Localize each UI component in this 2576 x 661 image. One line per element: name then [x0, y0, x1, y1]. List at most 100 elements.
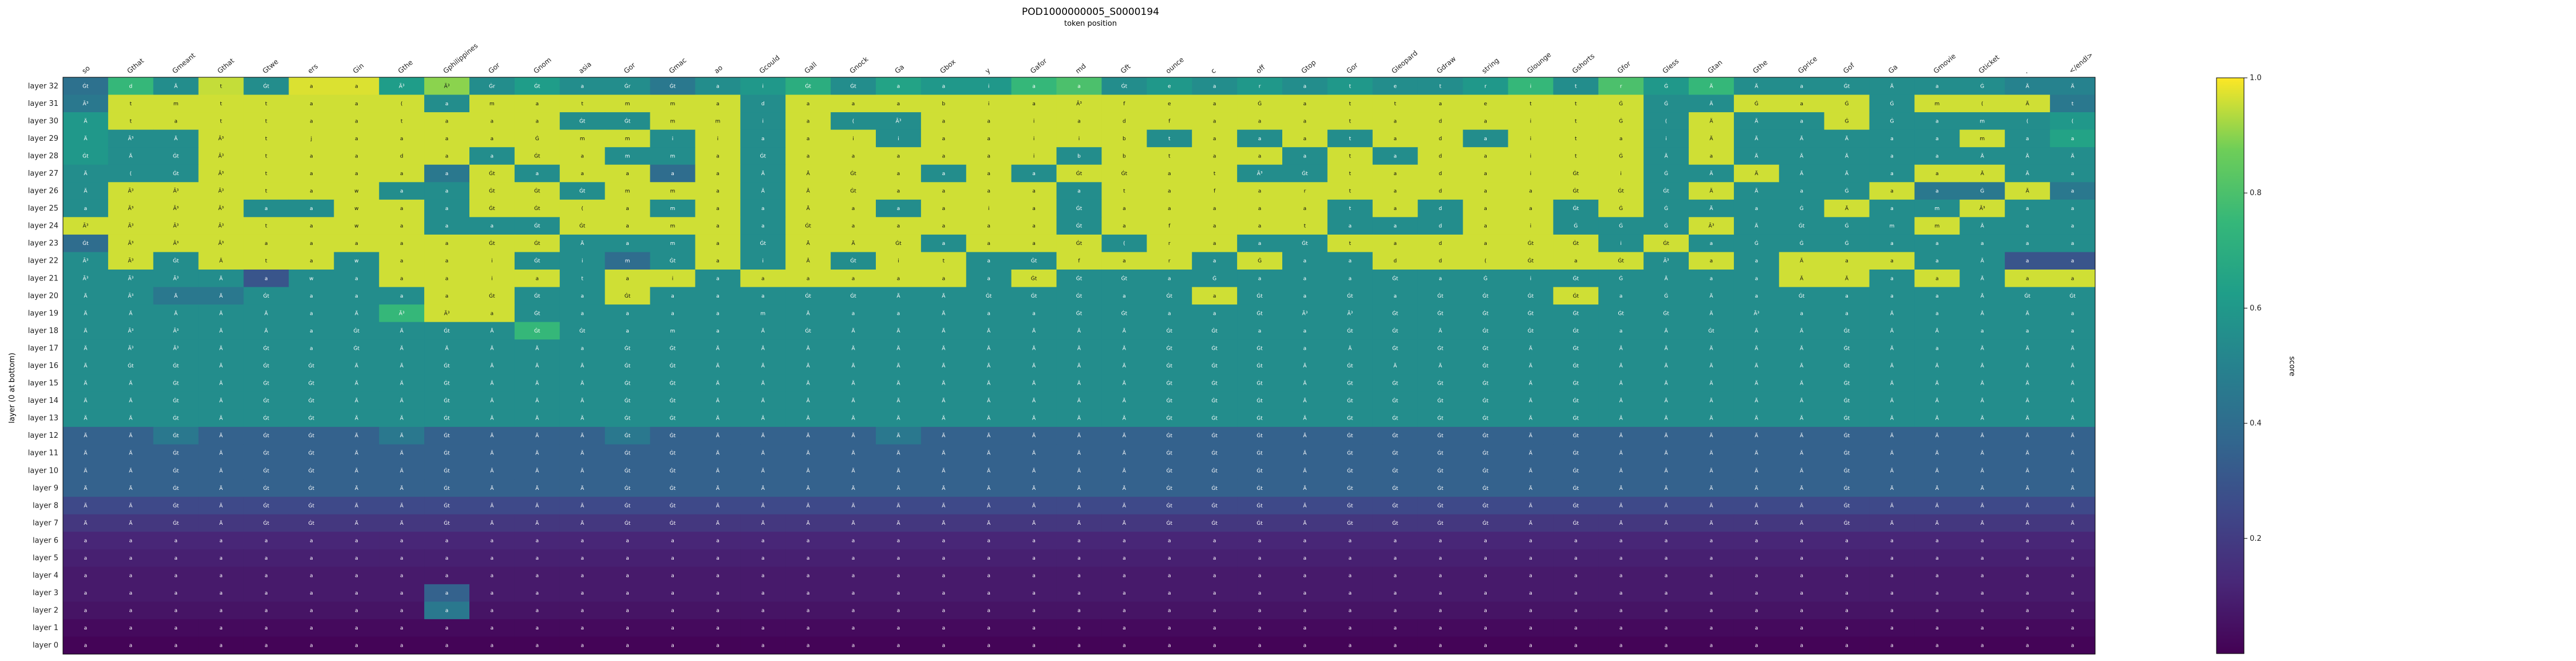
cell-label: Ġt — [1076, 275, 1082, 282]
y-tick-label: layer 29 — [28, 134, 58, 143]
heatmap-cell — [198, 147, 244, 165]
heatmap-cell — [1553, 199, 1599, 217]
heatmap-cell — [289, 77, 334, 96]
cell-label: Ġt — [1031, 275, 1037, 282]
heatmap-cell — [469, 217, 515, 235]
cell-label: a — [1484, 118, 1487, 124]
cell-label: a — [1845, 591, 1848, 596]
heatmap-cell — [1643, 217, 1689, 235]
cell-label: a — [942, 556, 946, 561]
cell-label: Ġt — [1437, 433, 1444, 439]
cell-label: a — [897, 626, 900, 631]
cell-label: Ġt — [1573, 485, 1579, 492]
cell-label: Ä — [400, 381, 404, 387]
cell-label: Ä — [2071, 485, 2075, 492]
cell-label: Ġt — [534, 310, 540, 316]
cell-label: a — [1213, 153, 1216, 159]
heatmap-cell — [1463, 234, 1508, 252]
cell-label: Ä — [2071, 502, 2075, 509]
cell-label: Ġt — [1347, 520, 1353, 527]
cell-label: Ġt — [1618, 258, 1624, 264]
cell-label: Ġt — [1167, 398, 1173, 404]
cell-label: Ġt — [1573, 398, 1579, 404]
heatmap-cell — [1011, 182, 1057, 200]
cell-label: a — [1393, 538, 1397, 544]
heatmap-cell — [63, 129, 109, 148]
heatmap-cell — [153, 182, 199, 200]
cell-label: Ä — [2026, 415, 2030, 422]
cell-label: Ä — [942, 433, 946, 439]
cell-label: t — [1349, 206, 1352, 212]
cell-label: a — [445, 136, 449, 142]
cell-label: Ä — [1709, 415, 1713, 422]
cell-label: Ġ — [1800, 205, 1804, 212]
cell-label: Ä — [807, 502, 811, 509]
cell-label: Ġt — [1528, 240, 1534, 247]
cell-label: Ä — [1890, 502, 1894, 509]
colorbar-tick-label: 0.4 — [2250, 419, 2262, 428]
cell-label: a — [1123, 626, 1126, 631]
heatmap-cell — [289, 304, 334, 323]
heatmap-cell — [605, 94, 651, 113]
cell-label: Ä — [219, 502, 223, 509]
cell-label: a — [987, 573, 990, 579]
heatmap-cell — [831, 287, 876, 305]
heatmap-cell — [966, 234, 1012, 252]
cell-label: Ġt — [625, 381, 631, 387]
cell-label: Ġt — [1211, 398, 1218, 404]
cell-label: Ġt — [534, 153, 540, 159]
cell-label: a — [174, 556, 177, 561]
cell-label: Ä — [987, 502, 991, 509]
heatmap-cell — [1689, 147, 1735, 165]
cell-label: Ä — [1123, 468, 1127, 474]
cell-label: Ġt — [1708, 328, 1714, 334]
cell-label: Ġt — [1573, 171, 1579, 177]
y-tick-label: layer 2 — [33, 607, 58, 615]
heatmap-cell — [63, 147, 109, 165]
heatmap-cell — [379, 112, 425, 130]
cell-label: a — [1032, 643, 1036, 649]
cell-label: Ä — [400, 485, 404, 492]
cell-label: Ä — [761, 415, 765, 422]
cell-label: a — [445, 276, 449, 282]
heatmap-cell — [695, 147, 741, 165]
cell-label: i — [1530, 153, 1532, 159]
cell-label: Ä — [1123, 363, 1127, 369]
heatmap-cell — [1237, 112, 1283, 130]
cell-label: Ġt — [1167, 345, 1173, 351]
cell-label: a — [1123, 538, 1126, 544]
heatmap-cell — [1643, 322, 1689, 340]
cell-label: a — [84, 626, 88, 631]
cell-label: a — [807, 608, 810, 614]
cell-label: Ġt — [1573, 363, 1579, 369]
cell-label: Ä — [580, 502, 584, 509]
cell-label: a — [355, 84, 358, 89]
heatmap-cell — [695, 199, 741, 217]
cell-label: Ä — [851, 240, 855, 247]
cell-label: a — [897, 311, 900, 316]
cell-label: Ġt — [1211, 381, 1218, 387]
cell-label: Ġt — [1573, 240, 1579, 247]
cell-label: Ä — [851, 345, 855, 351]
heatmap-cell — [1508, 112, 1554, 130]
cell-label: Ġt — [82, 153, 89, 159]
cell-label: d — [400, 153, 404, 159]
x-tick-label: string — [1480, 56, 1500, 75]
y-tick-label: layer 11 — [28, 449, 58, 458]
cell-label: a — [355, 276, 358, 282]
cell-label: a — [1032, 101, 1036, 107]
heatmap-cell — [63, 304, 109, 323]
heatmap-cell — [1327, 164, 1373, 183]
cell-label: Ä — [1890, 520, 1894, 527]
cell-label: t — [1349, 153, 1352, 159]
heatmap-cell — [740, 304, 786, 323]
cell-label: a — [1349, 276, 1352, 282]
cell-label: Ä — [580, 520, 584, 527]
cell-label: a — [852, 153, 855, 159]
cell-label: Ġt — [1076, 171, 1082, 177]
cell-label: t — [265, 101, 267, 107]
heatmap-cell — [198, 304, 244, 323]
heatmap-cell — [605, 252, 651, 270]
cell-label: Ã³ — [1709, 223, 1714, 229]
cell-label: a — [1710, 556, 1713, 561]
